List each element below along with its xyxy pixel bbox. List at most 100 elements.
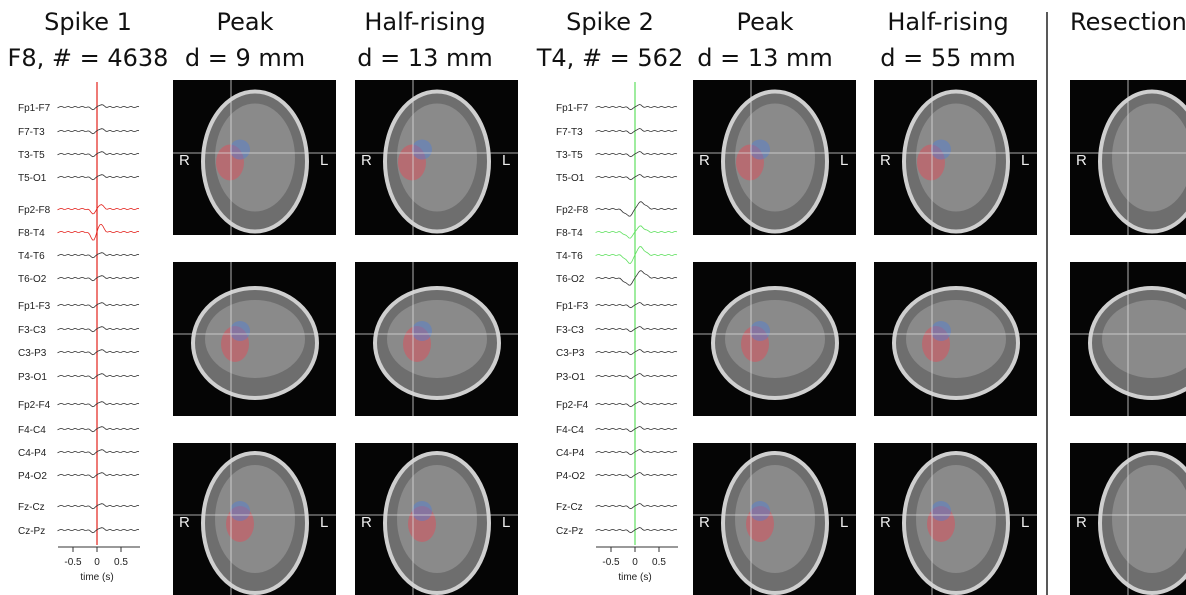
side-label: R (179, 514, 190, 531)
channel-label: T4-T6 (18, 251, 45, 262)
channel-label: P4-O2 (18, 471, 47, 482)
column-subtitle: F8, # = 4638 (8, 44, 169, 72)
channel-label: F3-C3 (556, 325, 584, 336)
mri-image: RL (355, 80, 518, 235)
channel-label: C3-P3 (556, 348, 585, 359)
activation (230, 140, 250, 160)
activation (230, 321, 250, 341)
channel-label: C4-P4 (556, 448, 585, 459)
column-subtitle: d = 13 mm (697, 44, 833, 72)
column-subtitle: d = 9 mm (185, 44, 305, 72)
x-axis-label: time (s) (80, 572, 113, 583)
eeg-trace (596, 226, 677, 238)
mri-image (693, 262, 856, 416)
eeg-trace (596, 374, 677, 379)
activation (750, 140, 770, 160)
channel-label: C4-P4 (18, 448, 47, 459)
channel-label: T6-O2 (556, 274, 585, 285)
x-tick-label: -0.5 (602, 557, 620, 568)
column-title: Peak (217, 8, 274, 36)
eeg-trace (58, 350, 139, 355)
side-label: R (880, 152, 891, 169)
eeg-trace (596, 473, 677, 478)
eeg-trace (58, 152, 139, 157)
channel-label: F8-T4 (18, 228, 45, 239)
eeg-trace (58, 327, 139, 332)
activation (412, 140, 432, 160)
x-tick-label: 0 (94, 557, 100, 568)
channel-label: F7-T3 (556, 127, 583, 138)
channel-label: Fp1-F3 (18, 301, 51, 312)
eeg-trace (596, 504, 677, 509)
channel-label: C3-P3 (18, 348, 47, 359)
column-subtitle: d = 13 mm (357, 44, 493, 72)
channel-label: F8-T4 (556, 228, 583, 239)
activation (412, 501, 432, 521)
eeg-trace (596, 303, 677, 308)
eeg-trace (596, 427, 677, 432)
eeg-trace (58, 504, 139, 509)
channel-label: T5-O1 (556, 173, 585, 184)
side-label: L (1021, 152, 1029, 169)
column-subtitle: d = 55 mm (880, 44, 1016, 72)
eeg-trace (596, 129, 677, 134)
brain (906, 300, 1006, 378)
x-tick-label: 0 (632, 557, 638, 568)
channel-label: Fz-Cz (556, 502, 583, 513)
eeg-trace (596, 271, 677, 286)
eeg-trace (58, 129, 139, 134)
channel-label: Fp1-F7 (556, 103, 589, 114)
column-title: Spike 1 (44, 8, 132, 36)
side-label: L (320, 514, 328, 531)
column-subtitle: T4, # = 562 (536, 44, 683, 72)
channel-label: Fp1-F7 (18, 103, 51, 114)
eeg-trace (58, 175, 139, 180)
eeg-trace (596, 528, 677, 533)
x-axis-label: time (s) (618, 572, 651, 583)
eeg-trace (596, 327, 677, 332)
eeg-trace (596, 152, 677, 157)
channel-label: F3-C3 (18, 325, 46, 336)
channel-label: P3-O1 (556, 372, 585, 383)
side-label: R (1076, 514, 1087, 531)
x-tick-label: -0.5 (64, 557, 82, 568)
side-label: L (840, 152, 848, 169)
activation (230, 501, 250, 521)
channel-label: T3-T5 (18, 150, 45, 161)
channel-label: T6-O2 (18, 274, 47, 285)
column-title: Resection (1070, 8, 1186, 36)
mri-image (874, 262, 1037, 416)
channel-label: F4-C4 (556, 425, 584, 436)
activation (931, 501, 951, 521)
x-tick-label: 0.5 (652, 557, 666, 568)
channel-label: P4-O2 (556, 471, 585, 482)
eeg-trace (596, 175, 677, 180)
eeg-trace (596, 202, 677, 217)
eeg-trace (58, 303, 139, 308)
eeg-trace (596, 350, 677, 355)
figure: Spike 1 F8, # = 4638 Peak d = 9 mm Half-risi… (0, 0, 1186, 595)
channel-label: P3-O1 (18, 372, 47, 383)
side-label: R (699, 152, 710, 169)
channel-label: Cz-Pz (556, 526, 583, 537)
channel-label: F7-T3 (18, 127, 45, 138)
activation (931, 140, 951, 160)
column-title: Half-rising (364, 8, 485, 36)
mri-image (1070, 262, 1186, 416)
eeg-trace (596, 247, 677, 264)
channel-label: T3-T5 (556, 150, 583, 161)
eeg-trace (596, 105, 677, 110)
eeg-trace (58, 276, 139, 281)
channel-label: T5-O1 (18, 173, 47, 184)
x-tick-label: 0.5 (114, 557, 128, 568)
eeg-trace (58, 105, 139, 110)
eeg-trace (596, 450, 677, 455)
mri-image (355, 262, 518, 416)
column-title: Spike 2 (566, 8, 654, 36)
side-label: R (361, 514, 372, 531)
eeg-trace (596, 402, 677, 407)
column-title: Half-rising (887, 8, 1008, 36)
